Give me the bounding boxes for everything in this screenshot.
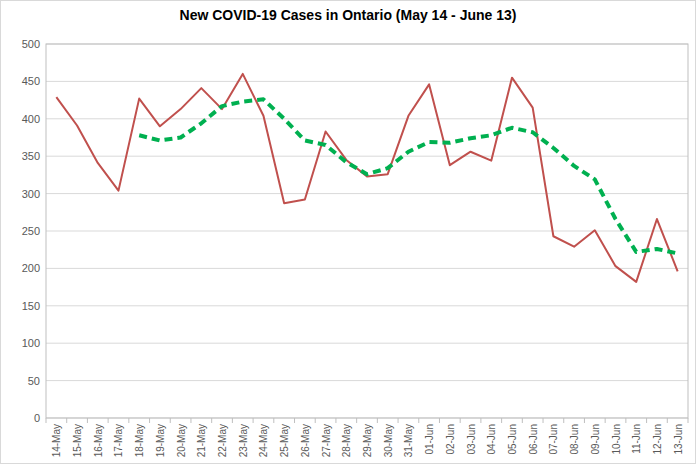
- x-tick-label: 08-Jun: [569, 424, 580, 455]
- x-tick: [584, 418, 585, 423]
- x-tick-label: 14-May: [51, 424, 62, 457]
- x-tick: [87, 418, 88, 423]
- x-tick-label: 27-May: [321, 424, 332, 457]
- x-tick: [605, 418, 606, 423]
- series-line: [139, 99, 677, 253]
- x-tick-label: 15-May: [72, 424, 83, 457]
- x-tick: [522, 418, 523, 423]
- plot-area: [56, 74, 677, 282]
- chart: New COVID-19 Cases in Ontario (May 14 - …: [0, 0, 696, 464]
- x-tick-label: 16-May: [93, 424, 104, 457]
- x-tick: [335, 418, 336, 423]
- grid-line: [46, 231, 688, 232]
- grid-line: [46, 118, 688, 119]
- y-tick-label: 350: [22, 150, 40, 162]
- x-tick: [46, 418, 47, 423]
- x-tick: [667, 418, 668, 423]
- x-tick: [460, 418, 461, 423]
- x-tick-label: 31-May: [403, 424, 414, 457]
- x-tick-label: 29-May: [362, 424, 373, 457]
- x-tick-label: 12-Jun: [652, 424, 663, 455]
- grid-line: [46, 343, 688, 344]
- grid-line: [46, 380, 688, 381]
- x-tick: [190, 418, 191, 423]
- x-tick: [149, 418, 150, 423]
- y-tick-label: 500: [22, 38, 40, 50]
- x-tick: [688, 418, 689, 423]
- grid-line: [46, 156, 688, 157]
- x-tick: [315, 418, 316, 423]
- x-tick-label: 22-May: [217, 424, 228, 457]
- y-tick-label: 150: [22, 300, 40, 312]
- y-tick-label: 200: [22, 262, 40, 274]
- x-tick-label: 04-Jun: [486, 424, 497, 455]
- x-tick: [128, 418, 129, 423]
- y-tick-label: 400: [22, 113, 40, 125]
- x-tick-label: 23-May: [238, 424, 249, 457]
- y-tick-label: 50: [28, 375, 40, 387]
- x-tick: [108, 418, 109, 423]
- x-tick-label: 05-Jun: [507, 424, 518, 455]
- x-tick: [377, 418, 378, 423]
- plot-frame: [46, 44, 688, 418]
- x-tick: [480, 418, 481, 423]
- series-line: [56, 74, 677, 282]
- y-tick-label: 100: [22, 337, 40, 349]
- x-tick: [398, 418, 399, 423]
- x-tick-label: 13-Jun: [673, 424, 684, 455]
- x-tick: [66, 418, 67, 423]
- x-tick-label: 20-May: [176, 424, 187, 457]
- x-tick-label: 21-May: [196, 424, 207, 457]
- title: New COVID-19 Cases in Ontario (May 14 - …: [180, 7, 517, 23]
- x-tick-label: 30-May: [383, 424, 394, 457]
- x-tick: [625, 418, 626, 423]
- x-tick-label: 24-May: [258, 424, 269, 457]
- x-tick: [211, 418, 212, 423]
- x-tick: [232, 418, 233, 423]
- x-tick: [646, 418, 647, 423]
- x-tick-label: 26-May: [300, 424, 311, 457]
- grid-line: [46, 81, 688, 82]
- x-tick: [294, 418, 295, 423]
- x-tick-label: 02-Jun: [445, 424, 456, 455]
- x-tick-label: 01-Jun: [424, 424, 435, 455]
- x-tick: [563, 418, 564, 423]
- grid-line: [46, 305, 688, 306]
- x-tick: [439, 418, 440, 423]
- x-tick-label: 28-May: [341, 424, 352, 457]
- x-tick: [253, 418, 254, 423]
- x-tick-label: 25-May: [279, 424, 290, 457]
- y-tick-label: 300: [22, 188, 40, 200]
- x-tick: [170, 418, 171, 423]
- x-tick-label: 06-Jun: [528, 424, 539, 455]
- x-tick: [273, 418, 274, 423]
- y-tick-label: 0: [34, 412, 40, 424]
- x-tick-label: 11-Jun: [631, 424, 642, 454]
- x-tick-label: 10-Jun: [611, 424, 622, 455]
- x-tick-label: 19-May: [155, 424, 166, 457]
- x-tick-label: 09-Jun: [590, 424, 601, 455]
- chart-border: [1, 1, 696, 464]
- x-tick-label: 03-Jun: [466, 424, 477, 455]
- x-tick: [543, 418, 544, 423]
- y-tick-label: 450: [22, 75, 40, 87]
- x-tick-label: 07-Jun: [548, 424, 559, 455]
- grid-line: [46, 193, 688, 194]
- y-tick-label: 250: [22, 225, 40, 237]
- x-tick: [356, 418, 357, 423]
- x-tick-label: 17-May: [113, 424, 124, 457]
- x-tick: [418, 418, 419, 423]
- grid-line: [46, 268, 688, 269]
- x-tick-label: 18-May: [134, 424, 145, 457]
- x-tick: [501, 418, 502, 423]
